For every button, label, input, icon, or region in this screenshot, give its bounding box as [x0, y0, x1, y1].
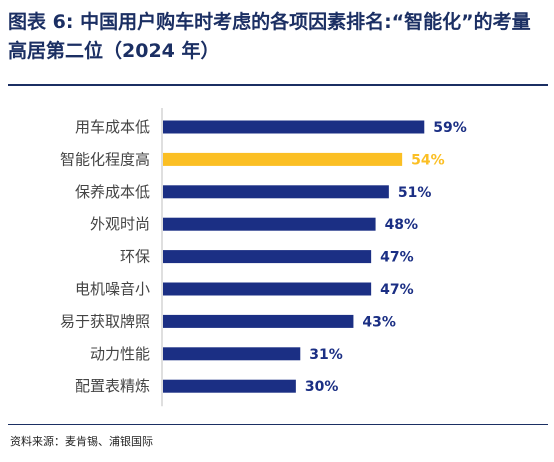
value-label: 54%	[411, 152, 445, 168]
bar	[163, 120, 425, 134]
bar	[163, 282, 372, 296]
figure-number: 图表 6:	[8, 11, 74, 33]
value-label: 31%	[309, 347, 343, 363]
category-label: 保养成本低	[75, 183, 150, 201]
value-label: 51%	[398, 185, 432, 201]
bar-chart: 用车成本低 59% 智能化程度高 54% 保养成本低 51% 外观时尚 48% 环保 47% 电机噪…	[60, 108, 467, 407]
chart-title: 图表 6: 中国用户购车时考虑的各项因素排名:“智能化”的考量高居第二位（202…	[8, 8, 548, 66]
bar	[163, 250, 372, 264]
title-divider	[8, 84, 548, 86]
category-label: 外观时尚	[90, 215, 150, 233]
category-label: 动力性能	[90, 345, 150, 363]
value-label: 59%	[433, 120, 467, 136]
bar	[163, 347, 301, 361]
value-label: 30%	[305, 379, 339, 395]
category-label: 环保	[120, 248, 150, 266]
title-text: 中国用户购车时考虑的各项因素排名:“智能化”的考量高居第二位（2024 年）	[8, 11, 531, 62]
category-label: 智能化程度高	[60, 150, 150, 168]
category-label: 用车成本低	[75, 118, 150, 136]
bar	[163, 185, 389, 199]
bar	[163, 379, 296, 393]
value-label: 48%	[385, 217, 419, 233]
value-label: 47%	[380, 282, 414, 298]
category-label: 电机噪音小	[75, 280, 150, 298]
category-label: 易于获取牌照	[60, 312, 150, 330]
value-label: 43%	[362, 314, 396, 330]
value-label: 47%	[380, 250, 414, 266]
bar-highlight	[163, 152, 403, 166]
source-divider	[8, 424, 548, 425]
source-note: 资料来源：麦肯锡、浦银国际	[10, 435, 153, 448]
bar	[163, 217, 376, 231]
bar	[163, 314, 354, 328]
category-label: 配置表精炼	[75, 377, 150, 395]
